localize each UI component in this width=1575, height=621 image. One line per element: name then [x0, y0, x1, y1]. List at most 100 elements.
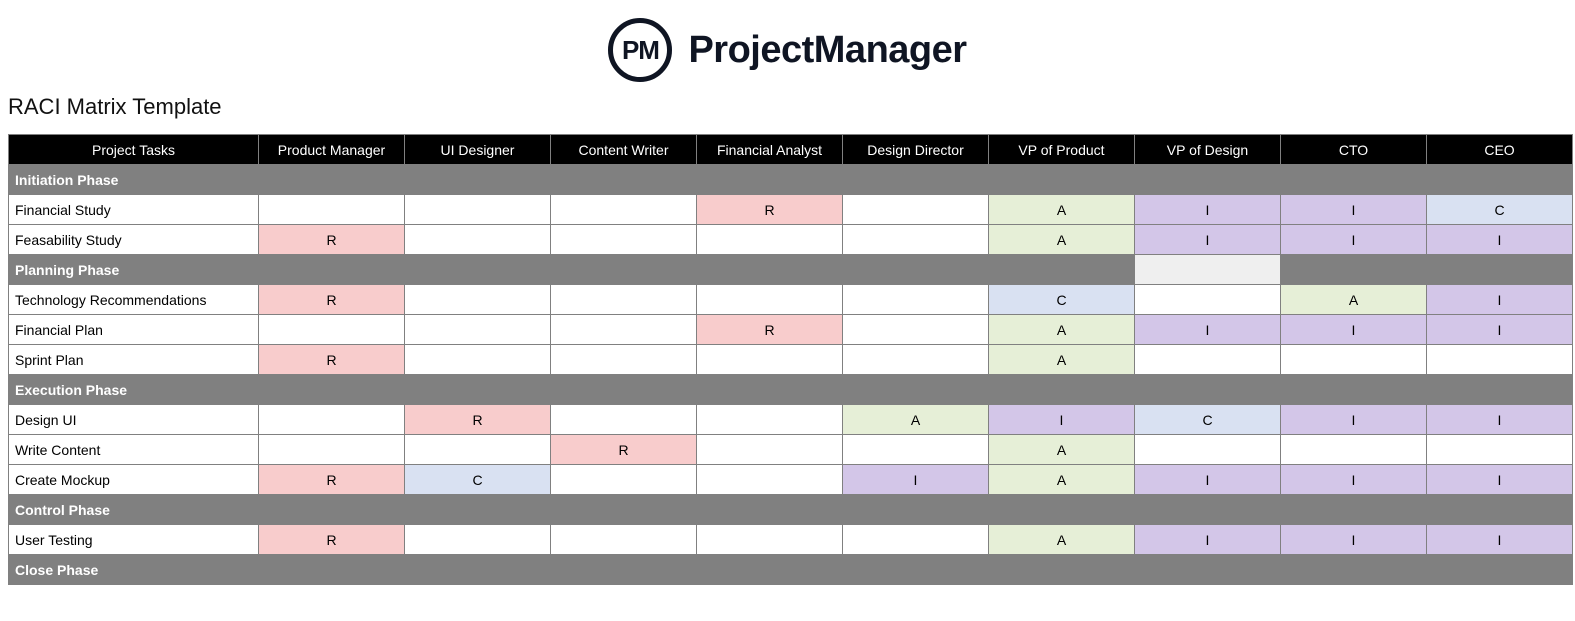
- task-row: Financial StudyRAIIC: [9, 195, 1573, 225]
- raci-cell: [405, 375, 551, 405]
- raci-cell: I: [1427, 405, 1573, 435]
- raci-cell: A: [989, 345, 1135, 375]
- raci-cell: R: [551, 435, 697, 465]
- raci-cell: [1427, 375, 1573, 405]
- raci-cell: [405, 555, 551, 585]
- raci-cell: R: [405, 405, 551, 435]
- raci-cell: [697, 465, 843, 495]
- page-title: RACI Matrix Template: [8, 94, 1567, 120]
- raci-cell: I: [989, 405, 1135, 435]
- phase-row: Execution Phase: [9, 375, 1573, 405]
- raci-cell: [1135, 375, 1281, 405]
- raci-cell: [551, 465, 697, 495]
- raci-cell: [1135, 555, 1281, 585]
- raci-cell: R: [259, 285, 405, 315]
- raci-cell: [405, 315, 551, 345]
- raci-cell: I: [1281, 465, 1427, 495]
- raci-cell: [989, 255, 1135, 285]
- raci-cell: [1135, 285, 1281, 315]
- raci-cell: I: [1281, 315, 1427, 345]
- task-label: Feasability Study: [9, 225, 259, 255]
- raci-cell: [1135, 495, 1281, 525]
- task-row: User TestingRAIII: [9, 525, 1573, 555]
- raci-cell: I: [1427, 465, 1573, 495]
- raci-cell: [843, 255, 989, 285]
- raci-cell: [843, 225, 989, 255]
- brand-icon: PM: [608, 18, 672, 82]
- raci-cell: I: [1281, 225, 1427, 255]
- raci-cell: I: [1427, 225, 1573, 255]
- raci-cell: [843, 525, 989, 555]
- raci-cell: [843, 375, 989, 405]
- raci-cell: [1281, 495, 1427, 525]
- col-header: CEO: [1427, 135, 1573, 165]
- raci-cell: A: [1281, 285, 1427, 315]
- raci-cell: [697, 225, 843, 255]
- raci-table: Project Tasks Product Manager UI Designe…: [8, 134, 1573, 585]
- phase-row: Close Phase: [9, 555, 1573, 585]
- raci-cell: [551, 375, 697, 405]
- col-header: Content Writer: [551, 135, 697, 165]
- phase-label: Control Phase: [9, 495, 259, 525]
- raci-cell: A: [989, 195, 1135, 225]
- raci-cell: I: [1281, 195, 1427, 225]
- task-label: Sprint Plan: [9, 345, 259, 375]
- raci-cell: [259, 435, 405, 465]
- raci-cell: [843, 195, 989, 225]
- phase-row: Planning Phase: [9, 255, 1573, 285]
- raci-cell: R: [259, 225, 405, 255]
- raci-cell: [1427, 495, 1573, 525]
- raci-cell: R: [259, 525, 405, 555]
- raci-cell: [405, 435, 551, 465]
- raci-cell: I: [1135, 315, 1281, 345]
- col-header: UI Designer: [405, 135, 551, 165]
- raci-cell: [697, 525, 843, 555]
- raci-cell: A: [989, 525, 1135, 555]
- raci-cell: I: [1281, 405, 1427, 435]
- raci-cell: [843, 285, 989, 315]
- raci-cell: A: [989, 465, 1135, 495]
- raci-cell: [989, 495, 1135, 525]
- table-body: Initiation PhaseFinancial StudyRAIICFeas…: [9, 165, 1573, 585]
- raci-cell: [259, 195, 405, 225]
- raci-cell: [697, 495, 843, 525]
- raci-cell: [1427, 435, 1573, 465]
- raci-cell: I: [1427, 315, 1573, 345]
- raci-cell: [405, 225, 551, 255]
- raci-cell: [551, 525, 697, 555]
- raci-cell: [843, 165, 989, 195]
- raci-cell: [551, 345, 697, 375]
- raci-cell: I: [1135, 525, 1281, 555]
- raci-cell: I: [1281, 525, 1427, 555]
- phase-label: Planning Phase: [9, 255, 259, 285]
- task-row: Create MockupRCIAIII: [9, 465, 1573, 495]
- raci-cell: [551, 255, 697, 285]
- raci-cell: [551, 315, 697, 345]
- raci-cell: A: [989, 435, 1135, 465]
- col-header: Financial Analyst: [697, 135, 843, 165]
- raci-cell: [697, 555, 843, 585]
- task-label: User Testing: [9, 525, 259, 555]
- raci-cell: [405, 345, 551, 375]
- raci-cell: R: [259, 345, 405, 375]
- header-row: Project Tasks Product Manager UI Designe…: [9, 135, 1573, 165]
- phase-label: Initiation Phase: [9, 165, 259, 195]
- raci-cell: [989, 165, 1135, 195]
- raci-cell: [405, 255, 551, 285]
- page: PM ProjectManager RACI Matrix Template P…: [0, 0, 1575, 595]
- col-header: Design Director: [843, 135, 989, 165]
- raci-cell: [259, 315, 405, 345]
- raci-cell: [697, 375, 843, 405]
- raci-cell: [405, 495, 551, 525]
- raci-cell: R: [259, 465, 405, 495]
- task-row: Sprint PlanR A: [9, 345, 1573, 375]
- raci-cell: [1427, 165, 1573, 195]
- raci-cell: [697, 255, 843, 285]
- raci-cell: R: [697, 195, 843, 225]
- raci-cell: [259, 555, 405, 585]
- task-label: Financial Study: [9, 195, 259, 225]
- col-header-tasks: Project Tasks: [9, 135, 259, 165]
- table-head: Project Tasks Product Manager UI Designe…: [9, 135, 1573, 165]
- raci-cell: [551, 165, 697, 195]
- raci-cell: [405, 165, 551, 195]
